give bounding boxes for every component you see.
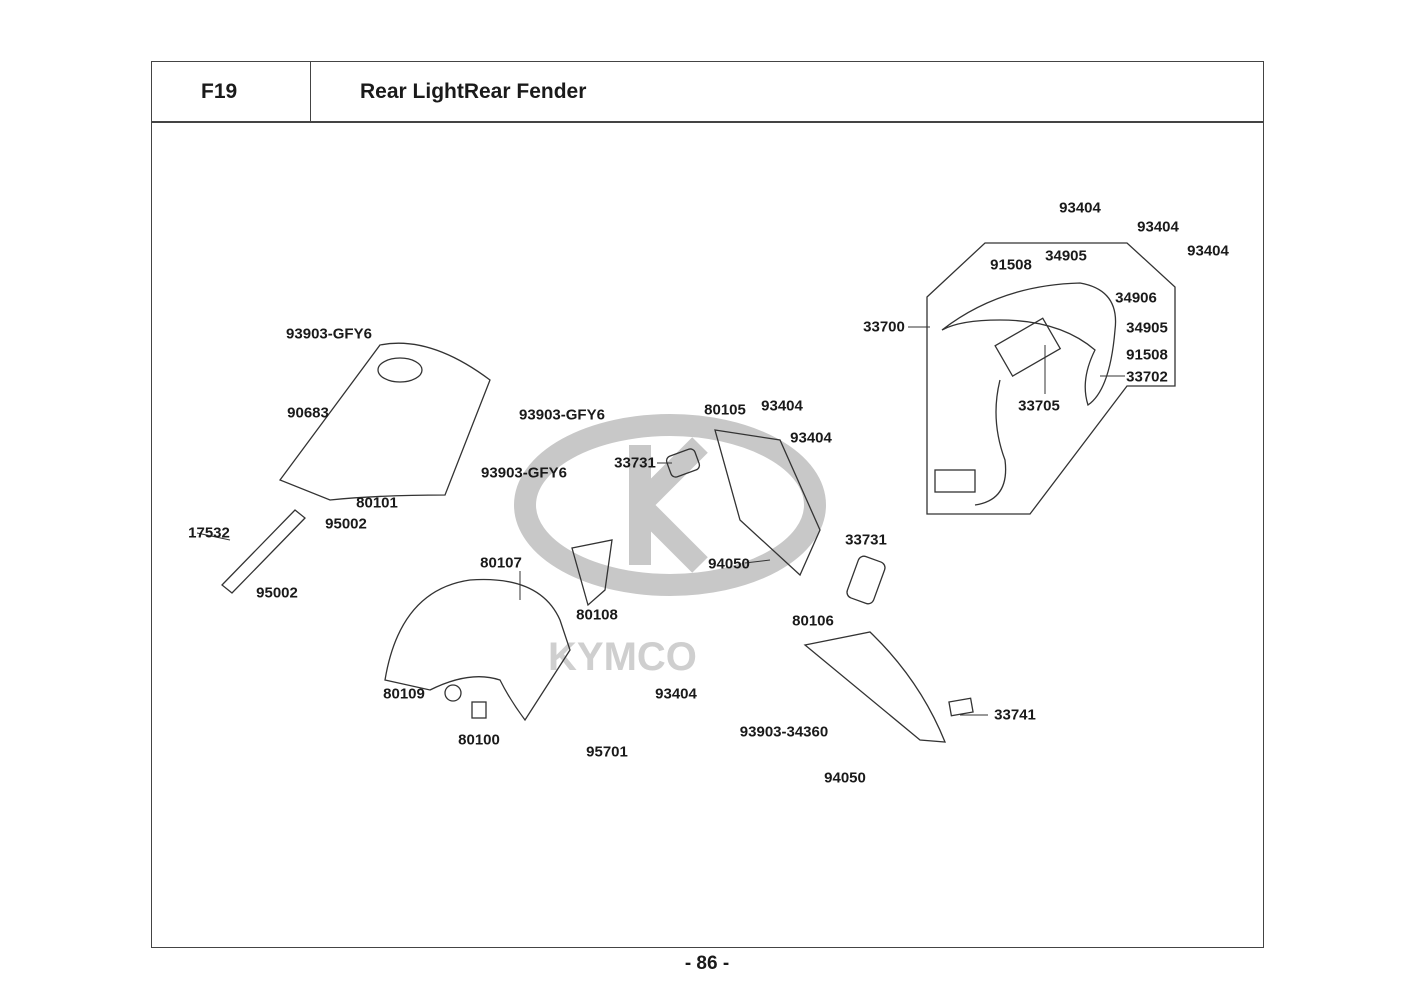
reflector-bracket-17532: [221, 509, 306, 594]
taillight-group-frame: [926, 242, 1176, 515]
reflector-33731-left: [665, 448, 701, 478]
page-title: Rear LightRear Fender: [360, 80, 587, 103]
part-label[interactable]: 34906: [1115, 289, 1157, 307]
title-cell: [309, 61, 1264, 123]
part-label[interactable]: 93404: [1059, 199, 1101, 217]
part-label[interactable]: 80109: [383, 685, 425, 703]
license-lamp-housing-80106: [803, 631, 946, 743]
part-label[interactable]: 80108: [576, 606, 618, 624]
kymco-watermark-text: KYMCO: [548, 635, 697, 679]
bush-80100: [471, 701, 487, 719]
part-label[interactable]: 95002: [256, 584, 298, 602]
part-label[interactable]: 80101: [356, 494, 398, 512]
part-label[interactable]: 80106: [792, 612, 834, 630]
part-label[interactable]: 33702: [1126, 368, 1168, 386]
part-label[interactable]: 93903-GFY6: [519, 406, 605, 424]
part-label[interactable]: 94050: [708, 555, 750, 573]
bulb-socket: [994, 317, 1062, 377]
part-label[interactable]: 93404: [761, 397, 803, 415]
part-label[interactable]: 80105: [704, 401, 746, 419]
part-label[interactable]: 93404: [790, 429, 832, 447]
part-label[interactable]: 33731: [845, 531, 887, 549]
part-label[interactable]: 93903-GFY6: [286, 325, 372, 343]
wire-harness: [974, 379, 1007, 506]
part-label[interactable]: 90683: [287, 404, 329, 422]
part-label[interactable]: 33705: [1018, 397, 1060, 415]
license-light-33741: [948, 697, 974, 717]
part-label[interactable]: 33731: [614, 454, 656, 472]
collar-80109: [444, 684, 462, 702]
kymco-watermark: [514, 414, 826, 596]
taillight-33700: [941, 282, 1117, 407]
license-bracket-80105: [714, 429, 821, 577]
part-label[interactable]: 95701: [586, 743, 628, 761]
part-label[interactable]: 93903-34360: [739, 723, 829, 741]
part-label[interactable]: 94050: [824, 769, 866, 787]
page-number: - 86 -: [684, 953, 730, 974]
mud-flap-80108: [571, 539, 613, 607]
rear-fender-80107: [384, 578, 571, 722]
part-label[interactable]: 34905: [1126, 319, 1168, 337]
part-label[interactable]: 91508: [990, 256, 1032, 274]
part-label[interactable]: 17532: [188, 524, 230, 542]
part-label[interactable]: 95002: [325, 515, 367, 533]
part-label[interactable]: 33741: [994, 706, 1036, 724]
section-code: F19: [201, 80, 238, 103]
part-label[interactable]: 80107: [480, 554, 522, 572]
diagram-frame: [151, 121, 1264, 948]
reflector-33731-right: [846, 555, 886, 605]
part-label[interactable]: 93404: [655, 685, 697, 703]
connector: [934, 469, 976, 493]
part-label[interactable]: 93404: [1187, 242, 1229, 260]
part-label[interactable]: 93903-GFY6: [481, 464, 567, 482]
part-label[interactable]: 93404: [1137, 218, 1179, 236]
part-label[interactable]: 80100: [458, 731, 500, 749]
part-label[interactable]: 34905: [1045, 247, 1087, 265]
part-label[interactable]: 91508: [1126, 346, 1168, 364]
part-label[interactable]: 33700: [863, 318, 905, 336]
inner-fender-80101: [278, 342, 491, 501]
code-cell: [151, 61, 311, 123]
